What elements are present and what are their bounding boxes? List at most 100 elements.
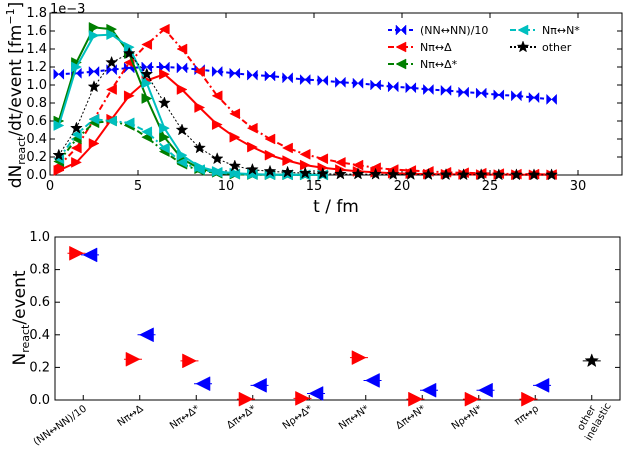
- bottom-data-point: [421, 382, 437, 398]
- bottom-data-point: [408, 391, 424, 407]
- bottom-category-label: (NN↔NN)/10: [32, 403, 89, 448]
- bottom-category-label: Δπ↔Δ*: [225, 403, 258, 431]
- bottom-data-point: [182, 353, 198, 369]
- top-data-point: [527, 168, 541, 181]
- bottom-plot-frame: [54, 236, 621, 401]
- top-data-point: [282, 72, 293, 84]
- top-y-tick-label: 1.4: [26, 42, 47, 57]
- top-y-tick-label: 0.8: [26, 96, 47, 111]
- top-data-point: [176, 149, 188, 161]
- top-data-point: [282, 142, 293, 154]
- legend-label: Nπ↔Δ*: [420, 58, 458, 71]
- bottom-category-label: Nπ↔Δ: [116, 403, 146, 429]
- bottom-category-label: Nρ↔Δ*: [281, 403, 315, 432]
- bottom-data-point: [534, 377, 550, 393]
- top-data-point: [423, 83, 434, 96]
- top-x-tick-label: 25: [482, 179, 499, 194]
- bottom-category-label: Nπ↔N*: [337, 403, 371, 432]
- top-y-tick-label: 0.2: [26, 150, 47, 165]
- bottom-series-0: [67, 245, 538, 407]
- bottom-y-tick-label: 0.6: [29, 295, 50, 310]
- top-x-tick-label: 0: [46, 179, 54, 194]
- top-ylabel-rest: /dt/event [fm: [6, 25, 26, 137]
- bottom-y-tick-label: 0.8: [29, 263, 50, 278]
- top-y-tick-label: 1.0: [26, 78, 47, 93]
- top-data-point: [159, 68, 170, 80]
- top-data-point: [210, 152, 224, 165]
- top-data-point: [528, 91, 540, 104]
- legend-marker: [395, 58, 407, 70]
- top-data-point: [317, 153, 329, 165]
- bottom-y-tick-label: 0.4: [29, 328, 50, 343]
- y-scale-note: 1e−3: [50, 2, 85, 17]
- top-data-point: [281, 165, 294, 178]
- top-data-point: [229, 167, 241, 179]
- top-y-tick-label: 0.4: [26, 132, 47, 147]
- top-data-point: [228, 159, 242, 172]
- top-data-point: [370, 79, 381, 91]
- top-plot-frame: [49, 12, 623, 176]
- top-data-point: [123, 117, 135, 129]
- top-data-point: [510, 168, 523, 181]
- top-data-point: [53, 120, 65, 131]
- top-data-point: [246, 162, 259, 176]
- top-data-point: [247, 141, 258, 153]
- top-y-tick-label: 1.6: [26, 24, 47, 39]
- top-y-axis-label: dNreact/dt/event [fm−1]: [4, 2, 28, 188]
- top-data-point: [440, 84, 452, 97]
- top-data-point: [70, 121, 83, 134]
- top-data-point: [71, 61, 82, 73]
- top-data-point: [194, 161, 206, 173]
- legend-marker: [395, 41, 407, 53]
- top-data-point: [88, 30, 100, 41]
- bottom-category-label: ππ↔ρ: [513, 403, 541, 427]
- top-data-point: [159, 61, 170, 73]
- top-data-point: [334, 167, 347, 180]
- top-data-point: [159, 122, 170, 134]
- reaction-count-chart: 0.0 0.2 0.4 0.6 0.8 1.0 (NN↔NN)/10 Nπ↔Δ Nπ↔Δ* Δπ…: [10, 230, 621, 448]
- top-series-6: [53, 29, 329, 181]
- top-series-7: [52, 46, 558, 181]
- top-x-tick-label: 20: [394, 179, 411, 194]
- top-data-point: [299, 148, 311, 160]
- top-data-point: [141, 61, 153, 73]
- bottom-ylabel-main: N: [10, 353, 30, 366]
- top-ylabel-sup: −1: [4, 8, 17, 24]
- top-data-point: [141, 126, 153, 138]
- top-data-point: [158, 96, 171, 109]
- top-data-point: [176, 62, 188, 74]
- top-data-point: [159, 131, 170, 143]
- bottom-data-point: [364, 373, 380, 388]
- top-x-tick-label: 10: [218, 179, 235, 194]
- bottom-data-point: [295, 390, 311, 406]
- bottom-data-point: [464, 391, 480, 407]
- bottom-ylabel-rest: /event: [10, 270, 30, 324]
- top-data-point: [106, 115, 117, 127]
- top-series-line: [57, 33, 323, 176]
- top-series-line: [58, 119, 323, 176]
- top-data-point: [422, 167, 435, 181]
- top-data-point: [264, 133, 276, 145]
- top-data-point: [176, 156, 188, 168]
- bottom-y-tick-label: 1.0: [29, 230, 50, 245]
- top-data-point: [511, 90, 522, 102]
- bottom-data-point: [82, 247, 98, 263]
- top-data-point: [387, 81, 399, 93]
- bottom-series-2: [582, 353, 601, 368]
- top-data-point: [175, 123, 189, 136]
- top-data-point: [229, 108, 241, 120]
- top-data-point: [71, 156, 82, 168]
- top-data-point: [457, 168, 470, 181]
- top-x-tick-label: 30: [570, 179, 587, 194]
- top-ylabel-end: ]: [6, 2, 26, 9]
- top-x-tick-label: 15: [306, 179, 323, 194]
- bottom-chart-series: [67, 245, 601, 407]
- top-ylabel-main: dN: [6, 165, 26, 189]
- top-data-point: [194, 102, 206, 113]
- top-data-point: [492, 168, 506, 181]
- top-y-tick-label: 0.6: [26, 114, 47, 129]
- top-x-axis-label: t / fm: [313, 197, 359, 217]
- bottom-data-point: [477, 382, 493, 398]
- top-ylabel-sub: react: [15, 136, 28, 165]
